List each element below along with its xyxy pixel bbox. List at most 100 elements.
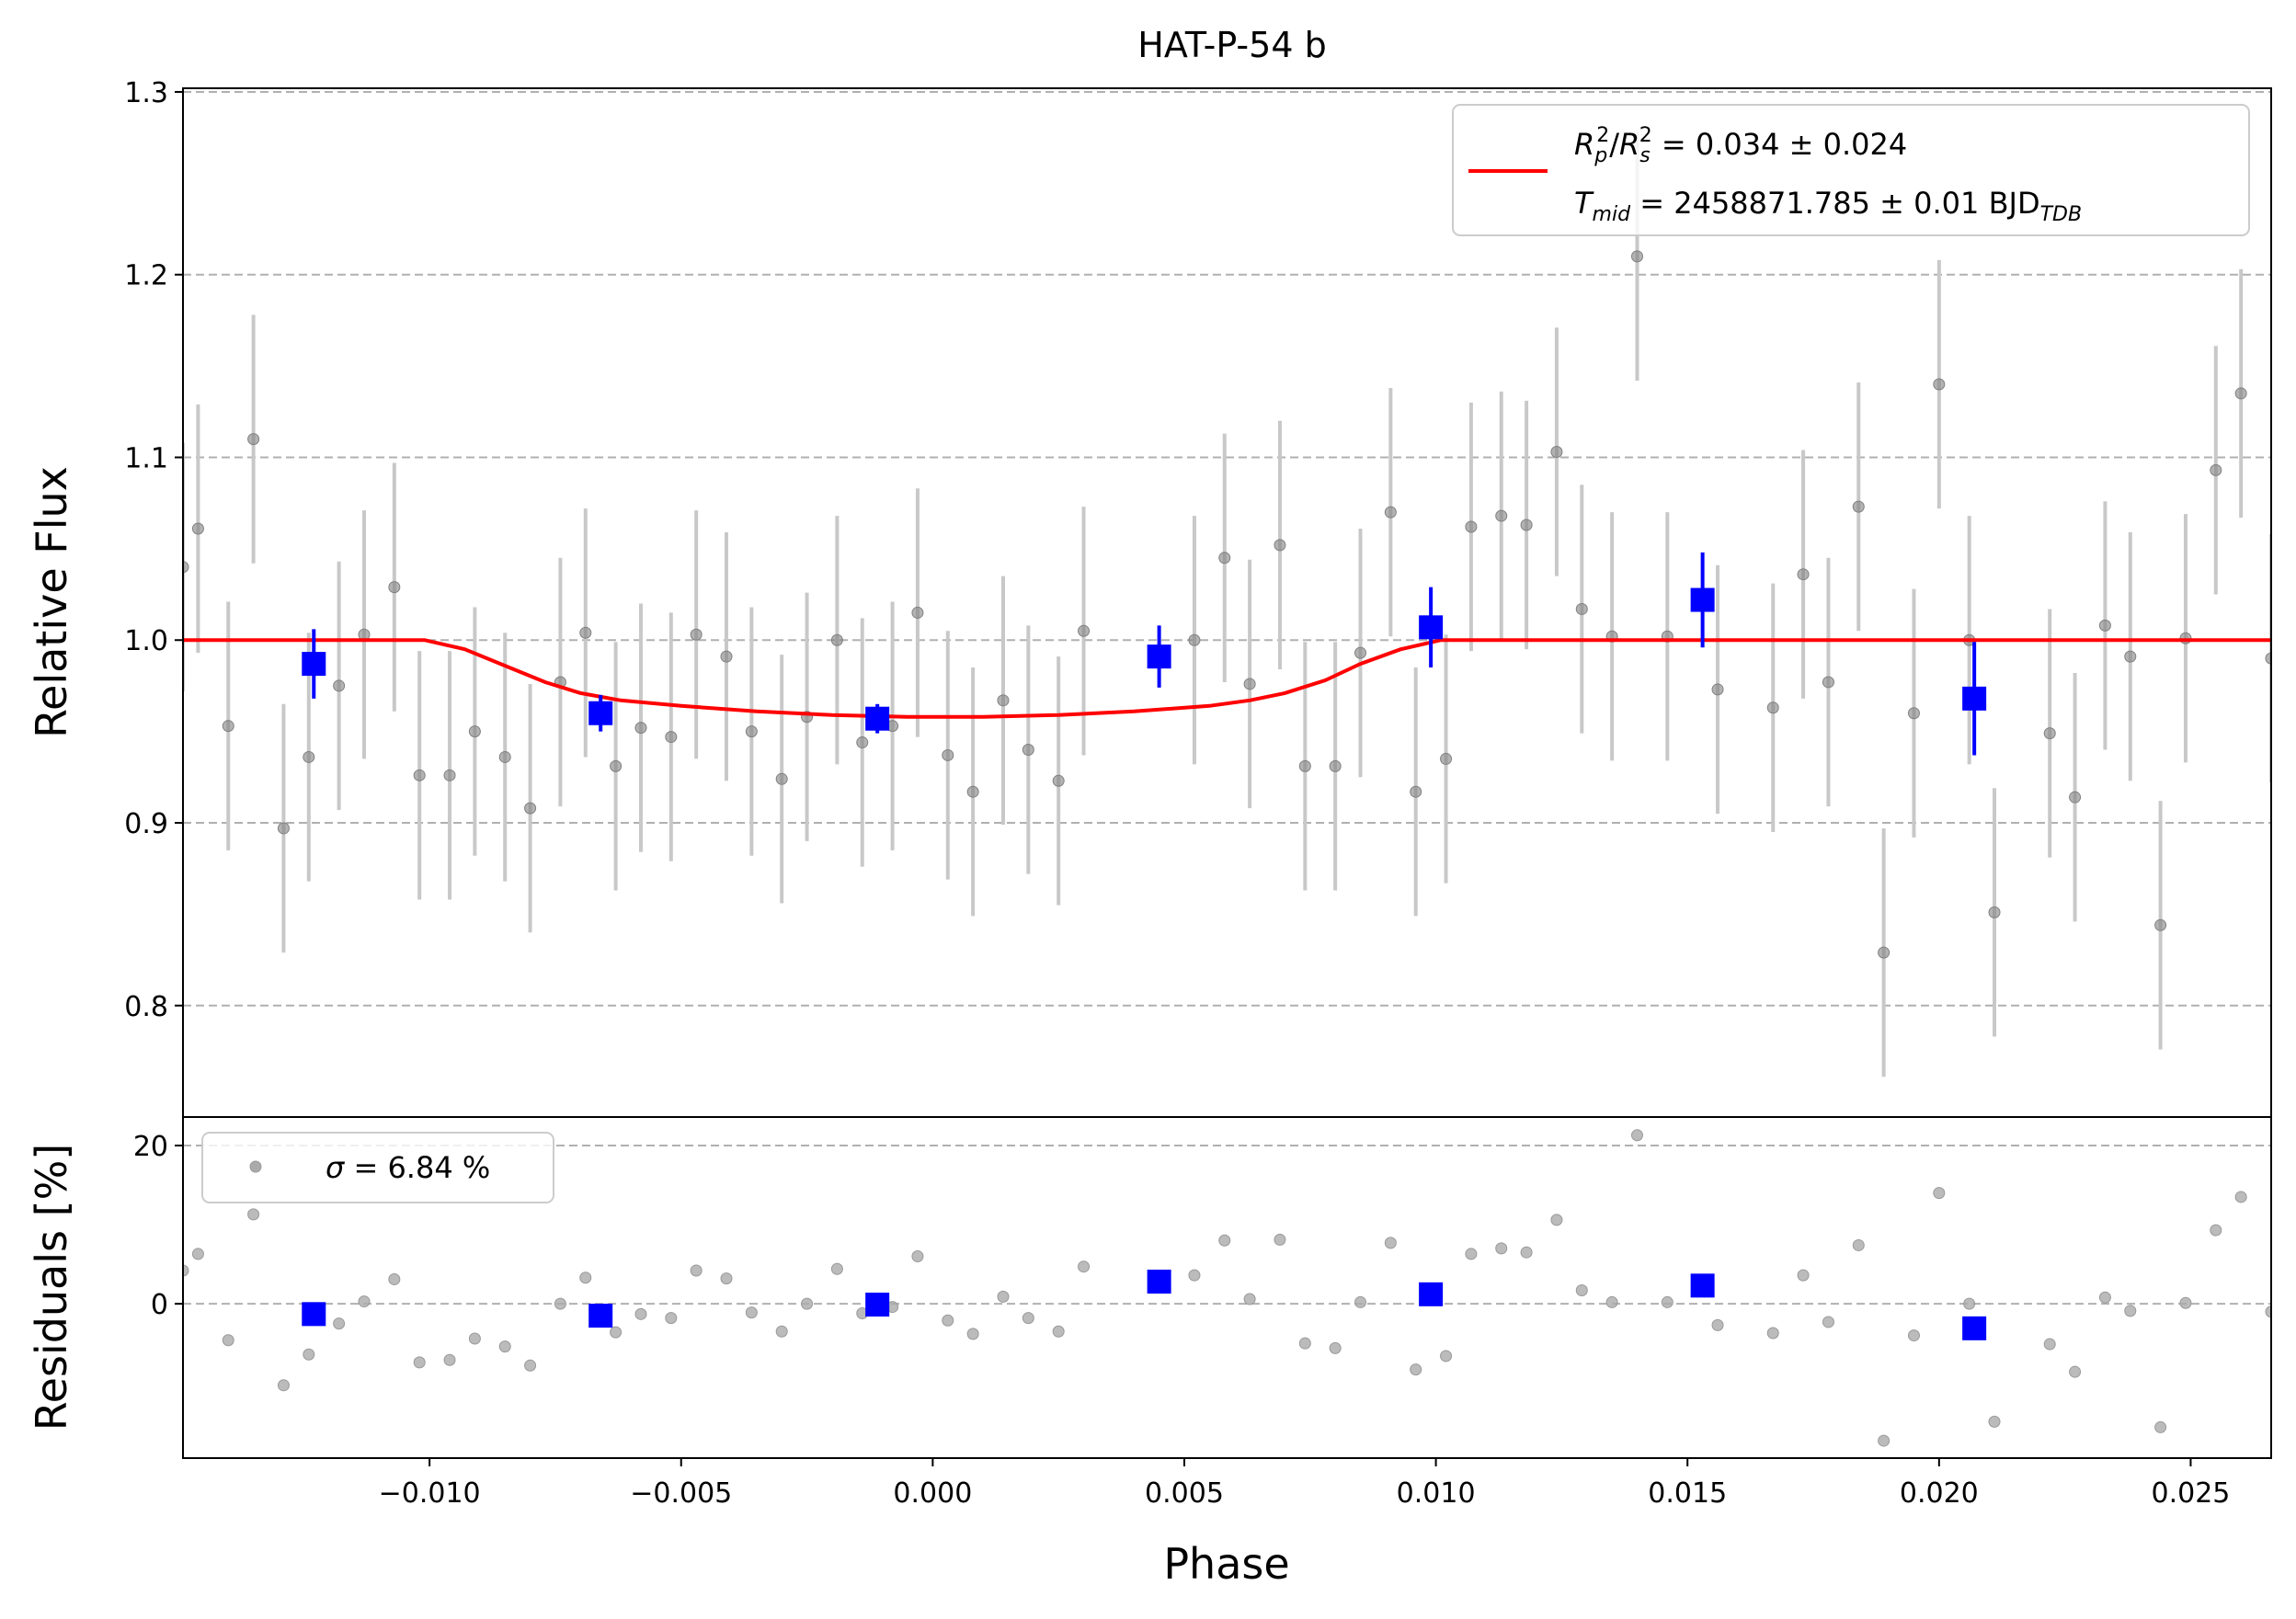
- raw-data-point: [388, 581, 401, 594]
- raw-data-point: [942, 748, 954, 761]
- raw-data-point: [1550, 446, 1563, 459]
- residual-point: [830, 1262, 843, 1275]
- top-legend-box: [1452, 104, 2250, 236]
- binned-data-point: [1690, 587, 1715, 612]
- top-y-tick-label: 1.1: [124, 442, 168, 474]
- residual-point: [2234, 1191, 2247, 1203]
- x-tick-label: 0.000: [893, 1477, 972, 1510]
- residual-point: [1520, 1246, 1533, 1259]
- top-panel-frame: [182, 87, 2272, 1118]
- binned-data-point: [1962, 686, 1987, 711]
- x-tick-label: 0.005: [1145, 1477, 1224, 1510]
- x-axis: −0.010 −0.005 0.000 0.005 0.010 0.015 0.020 0.0…: [379, 1458, 2230, 1510]
- raw-data-point: [1988, 906, 2001, 918]
- residual-point: [745, 1306, 758, 1319]
- bottom-legend-box: [201, 1132, 554, 1203]
- raw-data-point: [1052, 774, 1065, 787]
- raw-data-point: [333, 679, 346, 692]
- raw-data-point: [1274, 539, 1286, 552]
- binned-residual-point: [588, 1304, 613, 1328]
- raw-data-point: [911, 606, 924, 619]
- binned-data-point: [865, 706, 890, 731]
- residual-point: [183, 1264, 189, 1277]
- top-y-axis-label: Relative Flux: [27, 466, 76, 738]
- top-y-tick-label: 1.0: [124, 625, 168, 657]
- residual-point: [1988, 1415, 2001, 1428]
- binned-residual-point: [865, 1293, 890, 1317]
- raw-data-point: [830, 633, 843, 646]
- legend-sigma-value: = 6.84 %: [344, 1150, 490, 1185]
- residual-point: [2210, 1224, 2222, 1237]
- x-tick-label: 0.020: [1900, 1477, 1979, 1510]
- binned-residual-point: [1147, 1270, 1171, 1294]
- legend-tmid-value: = 2458871.785 ± 0.01 BJD: [1630, 186, 2040, 221]
- residual-point: [634, 1307, 647, 1320]
- raw-data-point: [1298, 759, 1311, 772]
- residual-point: [388, 1272, 401, 1285]
- binned-data-point: [1147, 644, 1171, 669]
- legend-depth-rp-sub: p: [1593, 144, 1607, 167]
- residual-point: [2098, 1291, 2111, 1304]
- residual-point: [413, 1356, 426, 1369]
- raw-data-point: [1711, 683, 1724, 696]
- binned-data-point: [302, 652, 326, 677]
- residual-point: [333, 1317, 346, 1330]
- residual-point: [1605, 1295, 1618, 1308]
- legend-depth-value: = 0.034 ± 0.024: [1652, 127, 1908, 162]
- raw-data-point: [856, 736, 869, 749]
- transit-model-line: [183, 638, 2271, 719]
- raw-data-point: [2210, 463, 2222, 476]
- residual-point: [1797, 1269, 1810, 1282]
- residual-point: [191, 1248, 204, 1260]
- bottom-legend: σ = 6.84 %: [201, 1132, 554, 1203]
- residual-point: [358, 1295, 371, 1308]
- residual-point: [303, 1348, 315, 1361]
- legend-depth-rs: R: [1619, 127, 1639, 162]
- residual-point: [1384, 1237, 1397, 1249]
- residual-point: [2069, 1365, 2082, 1378]
- residual-point: [1440, 1350, 1453, 1362]
- residual-point: [690, 1264, 703, 1277]
- residual-point: [1495, 1242, 1508, 1255]
- residual-point: [277, 1379, 290, 1392]
- x-tick-label: 0.015: [1648, 1477, 1727, 1510]
- legend-tmid-entry: Tmid = 2458871.785 ± 0.01 BJDTDB: [1574, 186, 2082, 226]
- residual-point: [1630, 1129, 1643, 1142]
- residual-point: [801, 1297, 814, 1310]
- residual-point: [1329, 1341, 1342, 1354]
- residual-point: [942, 1314, 954, 1327]
- binned-residual-point: [1690, 1273, 1715, 1298]
- residual-point: [2179, 1296, 2192, 1309]
- residual-point: [1022, 1312, 1034, 1325]
- residual-point: [1933, 1187, 1946, 1200]
- x-tick-label: −0.005: [630, 1477, 732, 1510]
- residual-point: [1575, 1284, 1588, 1297]
- residual-point: [579, 1271, 592, 1284]
- raw-data-point: [1878, 946, 1890, 959]
- raw-data-point: [303, 750, 315, 763]
- raw-data-point: [1575, 602, 1588, 615]
- raw-data-point: [191, 522, 204, 535]
- binned-data-point: [1419, 615, 1444, 640]
- raw-data-point: [1495, 509, 1508, 522]
- residual-point: [1410, 1363, 1422, 1376]
- residual-point: [911, 1249, 924, 1262]
- residual-point: [1852, 1238, 1865, 1251]
- top-y-axis: 0.8 0.9 1.0 1.1 1.2 1.3: [124, 77, 183, 1023]
- bottom-y-axis-label: Residuals [%]: [27, 1144, 76, 1431]
- raw-data-point: [2098, 619, 2111, 632]
- raw-data-point: [183, 561, 189, 574]
- raw-data-point: [966, 785, 979, 798]
- raw-data-point: [1218, 552, 1231, 564]
- raw-data-point: [720, 650, 733, 663]
- top-y-tick-label: 0.8: [124, 991, 168, 1023]
- raw-data-point: [1933, 378, 1946, 391]
- raw-data-point: [997, 694, 1010, 707]
- residual-point: [1766, 1327, 1779, 1340]
- raw-data-point: [2124, 650, 2137, 663]
- residual-point: [1907, 1329, 1920, 1342]
- legend-depth-entry: Rp2/Rs2 = 0.034 ± 0.024: [1574, 124, 1907, 167]
- raw-data-point: [222, 720, 234, 733]
- residual-point: [966, 1328, 979, 1340]
